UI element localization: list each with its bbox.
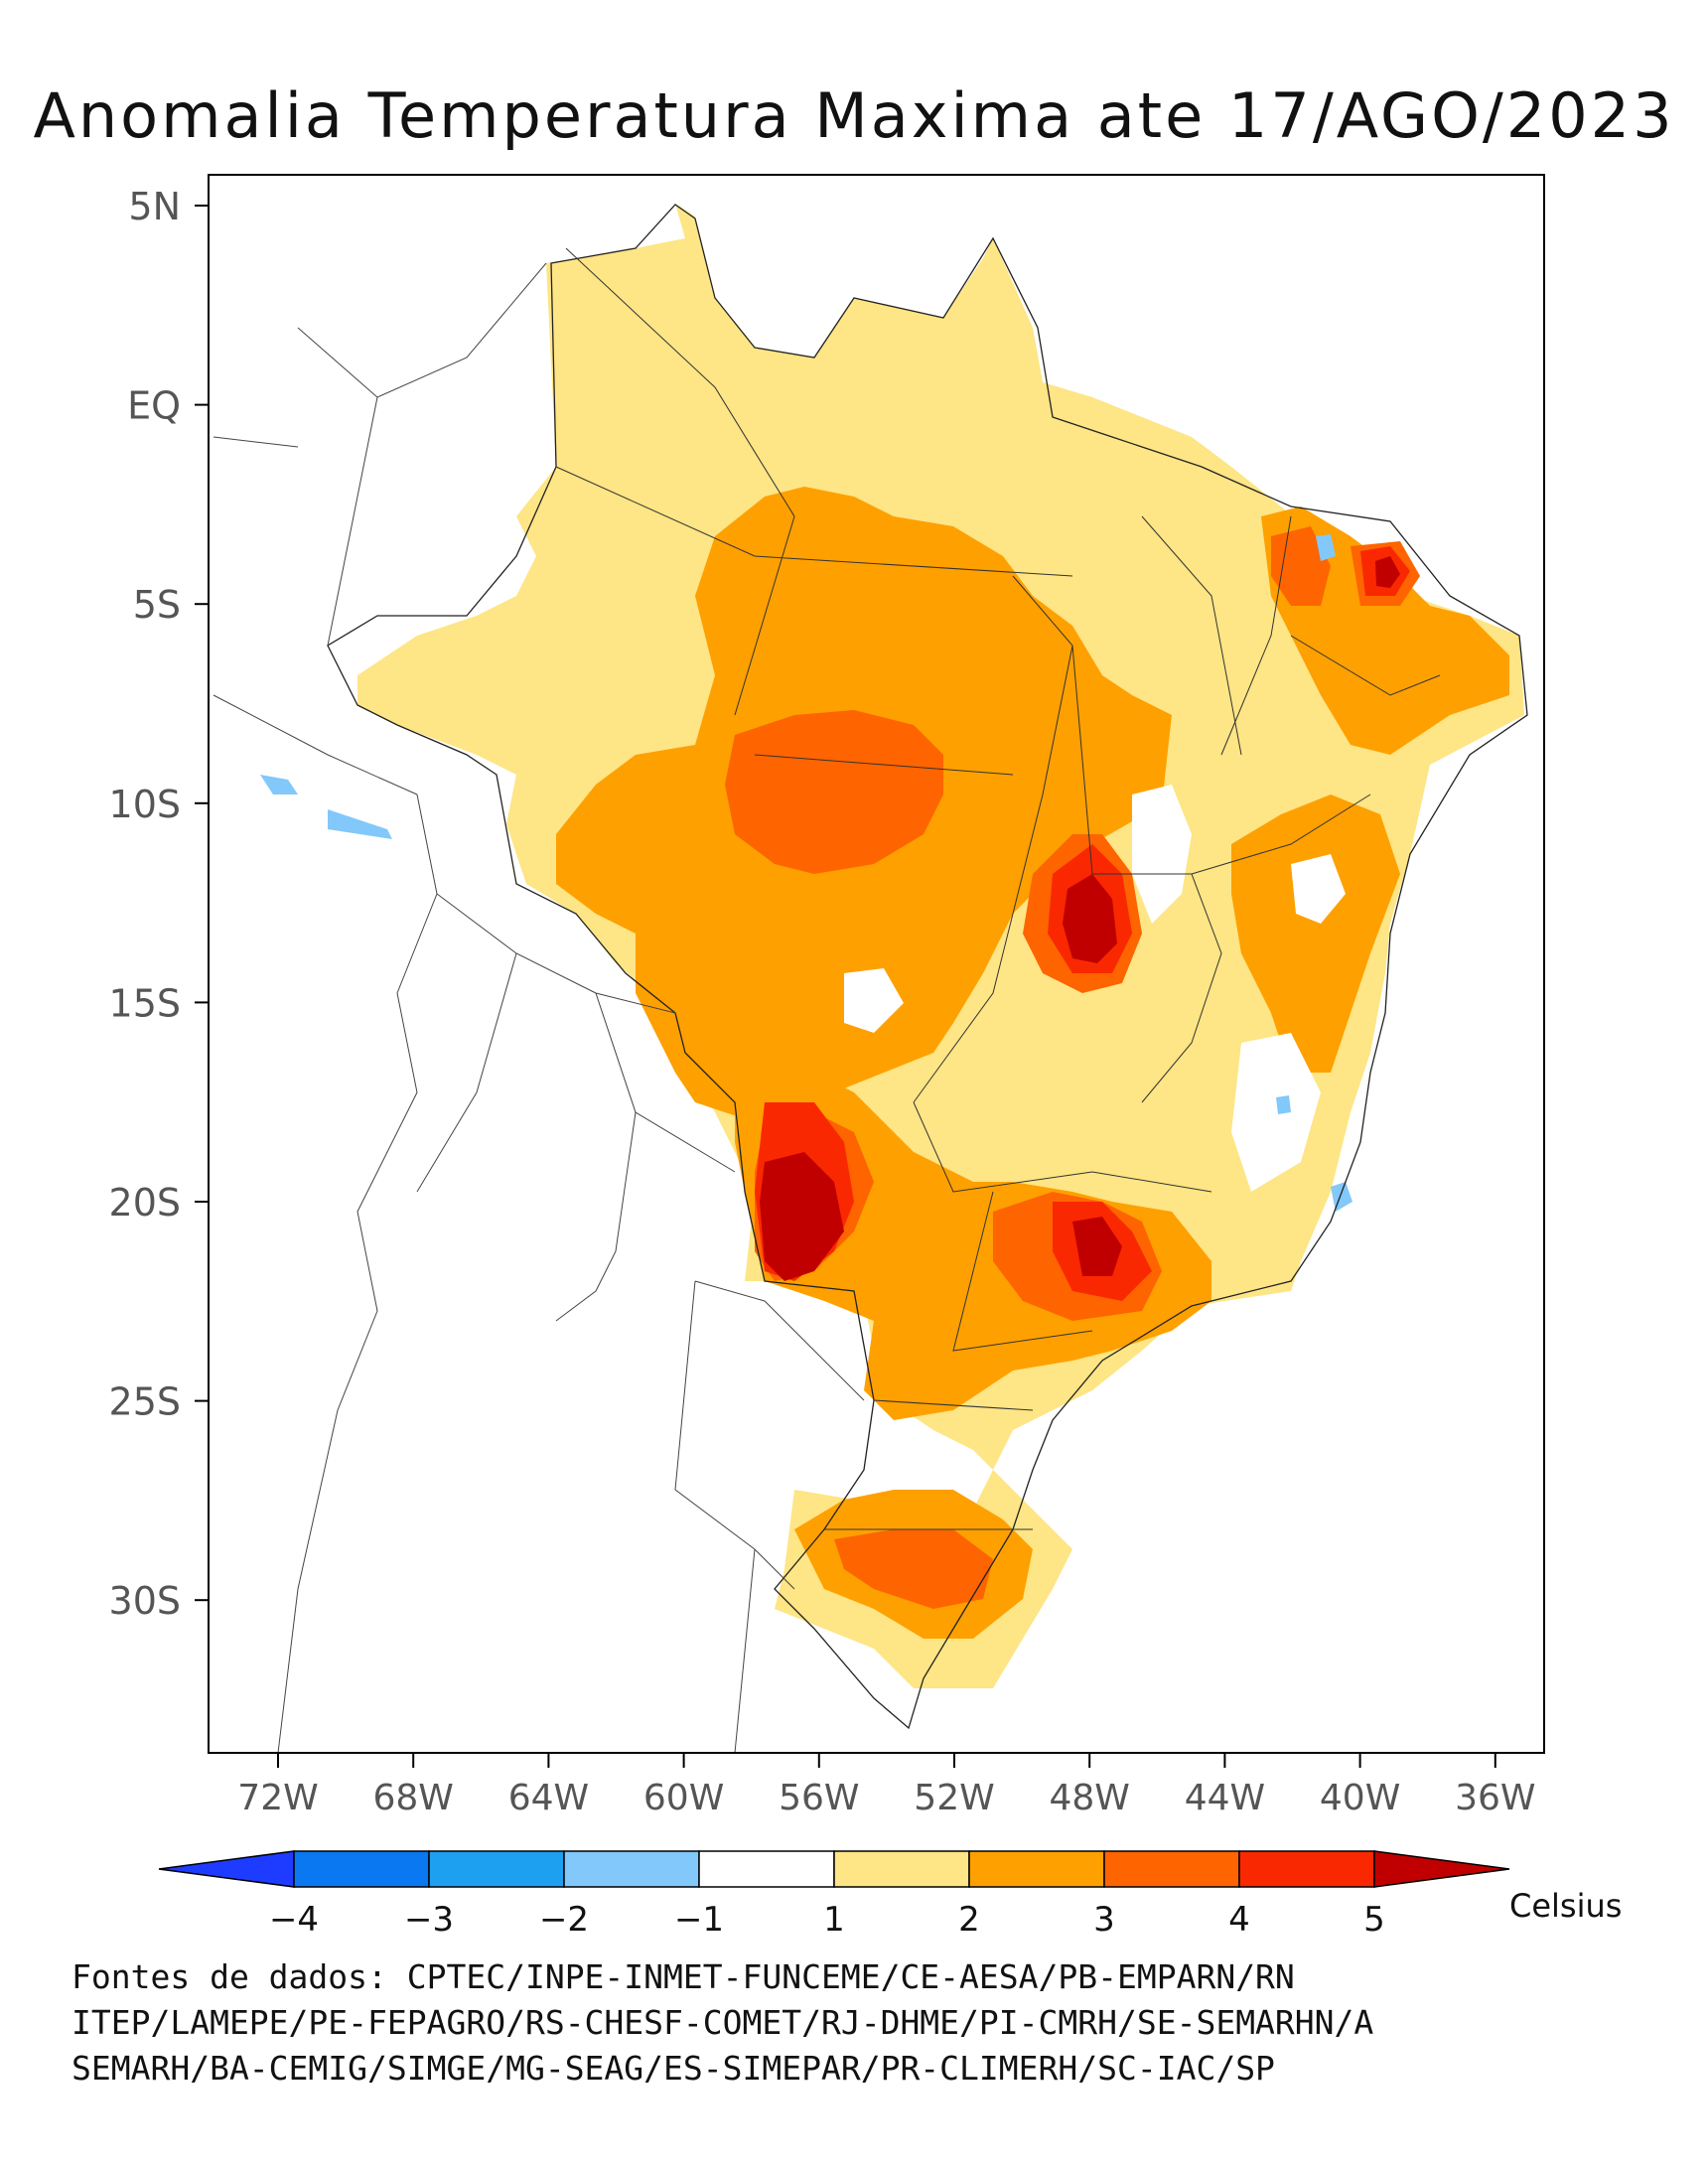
map-title: Anomalia Temperatura Maxima ate 17/AGO/2…	[33, 79, 1675, 152]
anomaly-band-neg-es	[1331, 1182, 1352, 1212]
lon-label: 64W	[508, 1778, 589, 1818]
anomaly-band-above-5-sp	[1072, 1217, 1122, 1276]
anomaly-band-above-5-rn	[1375, 556, 1400, 588]
colorbar-tick-label: 3	[1093, 1900, 1115, 1940]
lon-label: 36W	[1455, 1778, 1535, 1818]
colorbar-units: Celsius	[1509, 1887, 1623, 1925]
colorbar-segment	[968, 1850, 1105, 1888]
lat-label: EQ	[127, 384, 181, 428]
country-boundaries	[213, 204, 1528, 1753]
lat-label: 5S	[133, 583, 181, 627]
anomaly-band-neutral-4	[1231, 1033, 1321, 1192]
lon-label: 68W	[372, 1778, 453, 1818]
colorbar-segment	[833, 1850, 970, 1888]
colorbar-segment	[293, 1850, 430, 1888]
longitude-axis: 72W 68W 64W 60W 56W 52W 48W 44W 40W 36W	[237, 1753, 1536, 1818]
colorbar-tick-label: −4	[269, 1900, 319, 1940]
sources-line-2: ITEP/LAMEPE/PE-FEPAGRO/RS-CHESF-COMET/RJ…	[71, 2003, 1374, 2042]
anomaly-band-neg-mg	[1276, 1095, 1291, 1114]
lon-label: 40W	[1320, 1778, 1400, 1818]
anomaly-band-neutral-2	[1291, 854, 1346, 924]
anomaly-fields	[260, 204, 1524, 1688]
anomaly-band-3-4	[725, 710, 943, 874]
colorbar-segment	[428, 1850, 565, 1888]
lat-label: 25S	[109, 1380, 181, 1424]
lon-label: 60W	[643, 1778, 724, 1818]
colorbar-tick-label: −1	[674, 1900, 724, 1940]
anomaly-band-above-5-go	[1063, 874, 1117, 963]
anomaly-band-neg-acre	[260, 775, 392, 839]
lat-label: 5N	[128, 185, 181, 228]
lon-label: 44W	[1185, 1778, 1265, 1818]
lon-label: 48W	[1049, 1778, 1129, 1818]
brazil-outline	[327, 204, 1528, 1730]
plot-frame	[208, 174, 1545, 1754]
anomaly-band-neutral-3	[1132, 785, 1192, 924]
lon-label: 56W	[779, 1778, 859, 1818]
colorbar-segment	[698, 1850, 835, 1888]
lat-label: 20S	[109, 1181, 181, 1225]
colorbar-segment	[563, 1850, 700, 1888]
state-lines	[555, 247, 1441, 1530]
colorbar-arrow-low	[158, 1850, 295, 1888]
colorbar-tick-label: −3	[404, 1900, 454, 1940]
lat-label: 15S	[109, 981, 181, 1025]
lon-label: 72W	[237, 1778, 318, 1818]
colorbar-tick-label: 1	[823, 1900, 845, 1940]
colorbar-arrow-high	[1373, 1850, 1510, 1888]
data-sources: Fontes de dados: CPTEC/INPE-INMET-FUNCEM…	[71, 1954, 1373, 2092]
sources-line-1: Fontes de dados: CPTEC/INPE-INMET-FUNCEM…	[71, 1957, 1295, 1996]
colorbar-tick-label: 5	[1363, 1900, 1385, 1940]
colorbar: −4 −3 −2 −1 1 2 3 4 5	[158, 1850, 1510, 1940]
anomaly-band-above-5	[760, 1152, 844, 1281]
anomaly-band-neutral-1	[844, 968, 904, 1033]
anomaly-band-neg-ce	[1316, 534, 1336, 561]
colorbar-tick-label: −2	[539, 1900, 589, 1940]
colorbar-segment	[1103, 1850, 1240, 1888]
lat-label: 30S	[109, 1579, 181, 1623]
lon-label: 52W	[914, 1778, 994, 1818]
anomaly-band-3-4-rs	[834, 1529, 993, 1609]
latitude-axis: 5N EQ 5S 10S 15S 20S 25S 30S	[109, 185, 209, 1623]
anomaly-band-2-3-ba	[1231, 794, 1400, 1073]
neighbor-countries	[213, 262, 865, 1753]
colorbar-segment	[1238, 1850, 1375, 1888]
lat-label: 10S	[109, 783, 181, 826]
colorbar-tick-label: 4	[1228, 1900, 1250, 1940]
sources-line-3: SEMARH/BA-CEMIG/SIMGE/MG-SEAG/ES-SIMEPAR…	[71, 2049, 1275, 2088]
colorbar-tick-label: 2	[958, 1900, 980, 1940]
